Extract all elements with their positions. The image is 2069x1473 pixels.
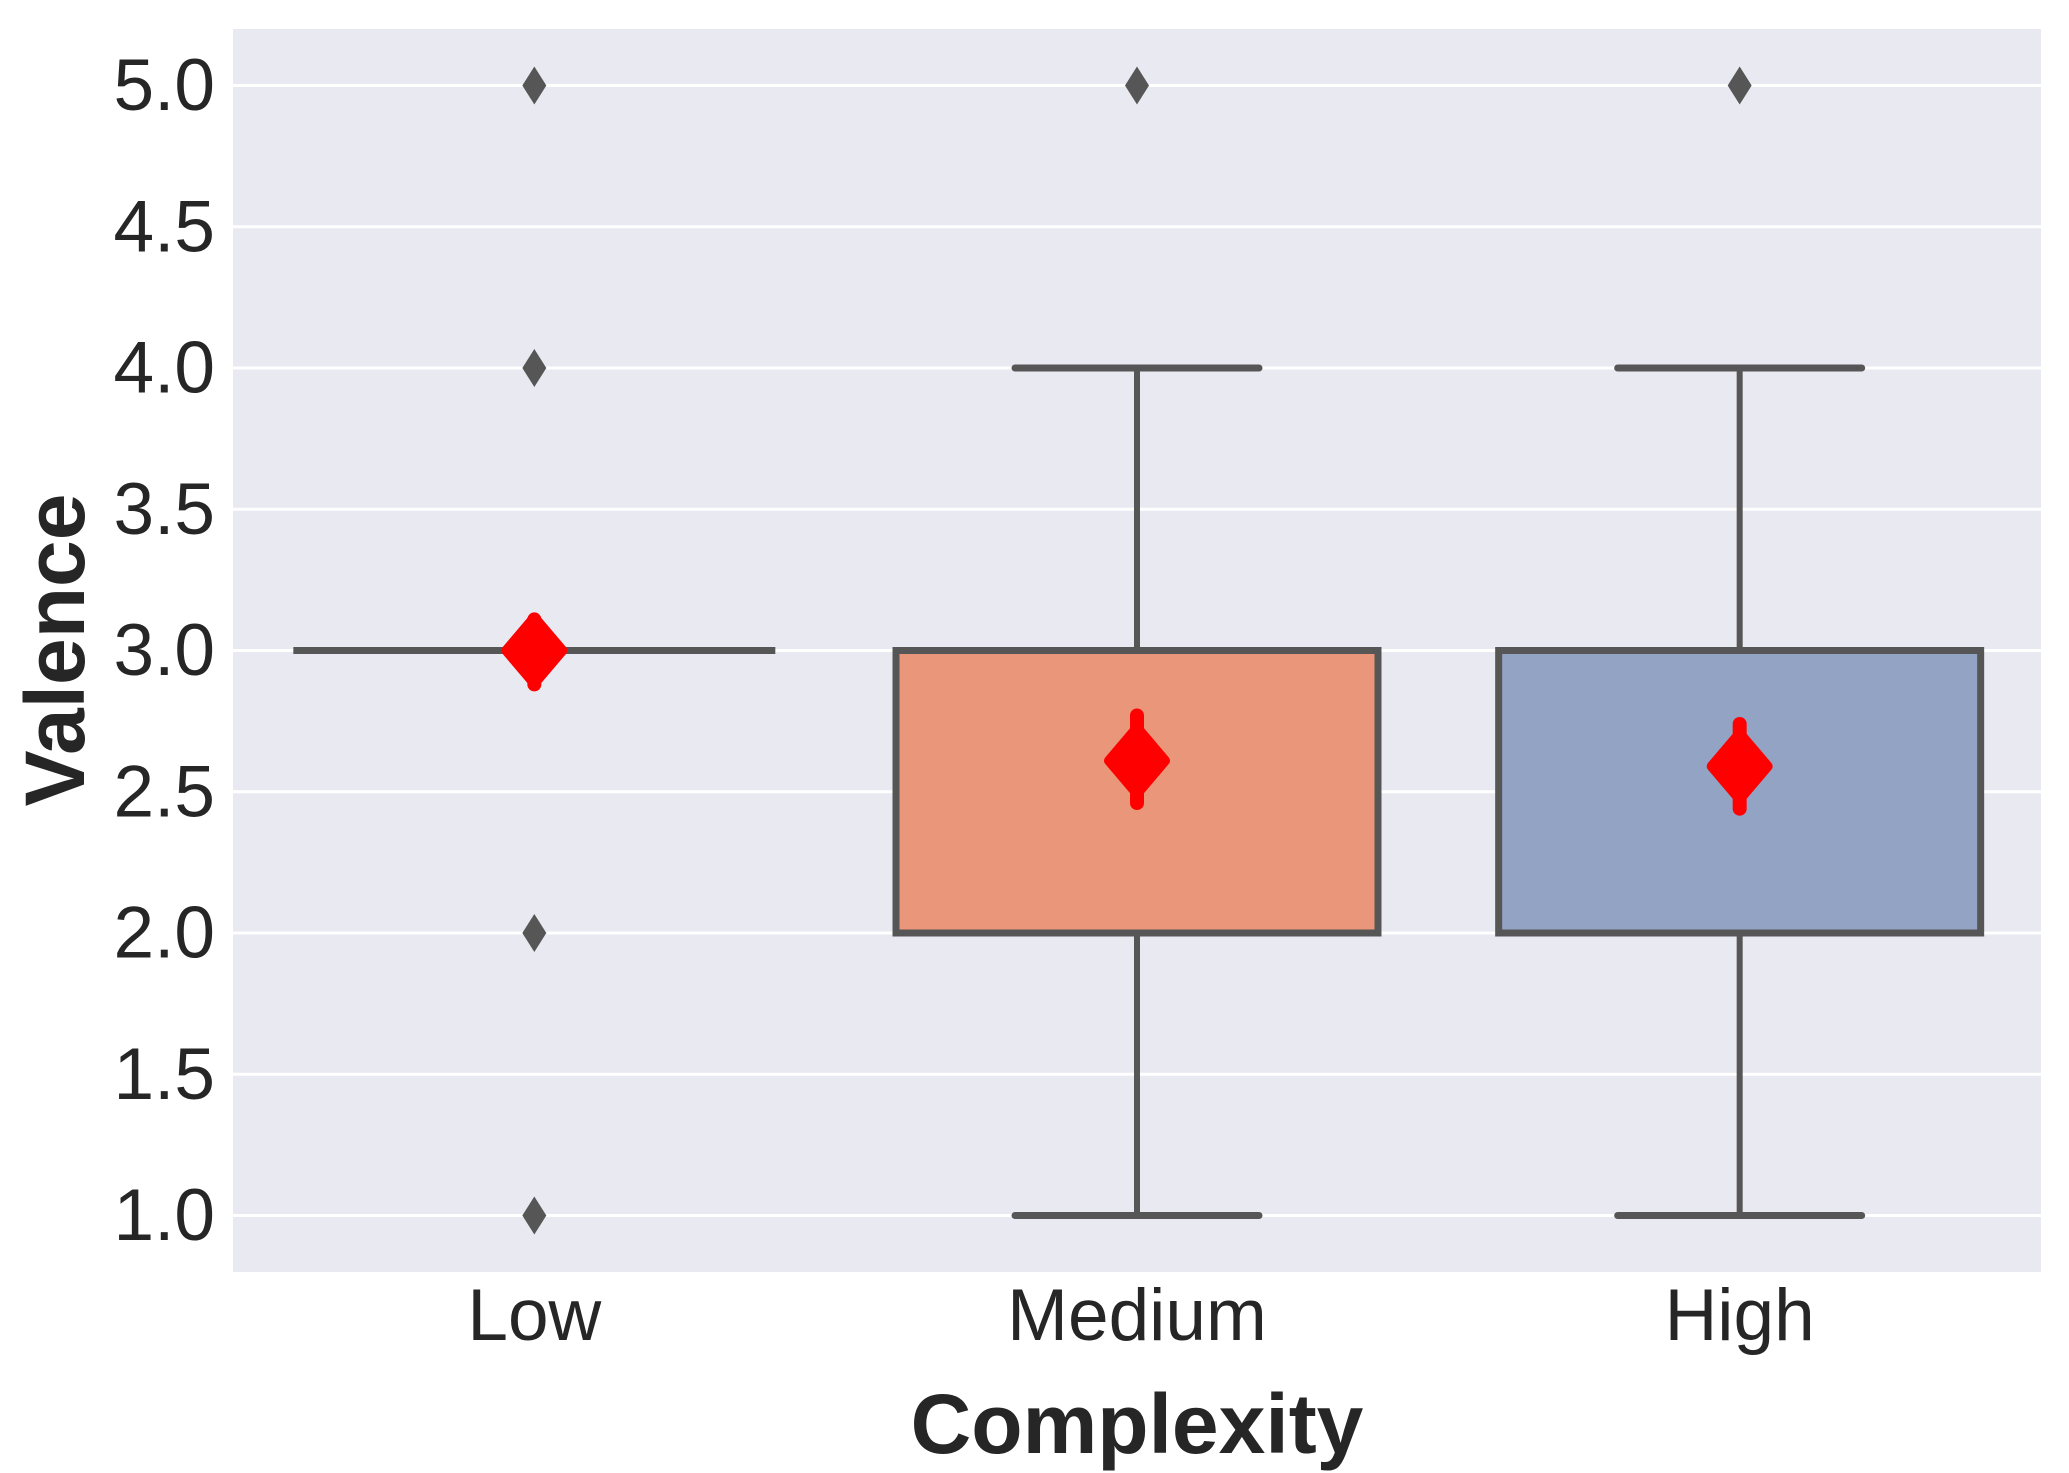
outlier-marker	[1125, 66, 1149, 105]
y-tick-label: 2.0	[114, 893, 215, 974]
x-tick-label: High	[1665, 1275, 1815, 1356]
y-tick-label: 2.5	[114, 751, 215, 832]
y-tick-label: 1.0	[114, 1175, 215, 1256]
outlier-marker	[522, 1196, 547, 1235]
y-tick-label: 4.5	[114, 186, 215, 267]
y-tick-label: 3.0	[114, 610, 215, 691]
y-axis-tick-labels: 1.0 1.5 2.0 2.5 3.0 3.5 4.0 4.5 5.0	[114, 45, 215, 1256]
outlier-marker	[522, 66, 547, 105]
y-tick-label: 4.0	[114, 328, 215, 409]
x-tick-label: Medium	[1007, 1275, 1267, 1356]
mean-diamond-marker	[1706, 728, 1773, 805]
box-group-high	[1495, 66, 1985, 1219]
y-tick-label: 5.0	[114, 45, 215, 126]
outlier-marker	[522, 914, 547, 952]
outlier-marker	[522, 349, 547, 387]
mean-diamond-marker	[501, 612, 568, 689]
outlier-marker	[1727, 66, 1752, 105]
x-tick-label: Low	[467, 1275, 601, 1356]
data-layer	[293, 66, 1985, 1235]
y-tick-label: 3.5	[114, 469, 215, 550]
x-axis-title: Complexity	[911, 1377, 1364, 1471]
box-group-medium	[892, 66, 1382, 1219]
x-axis-tick-labels: Low Medium High	[467, 1275, 1814, 1356]
box-group-low	[293, 66, 776, 1235]
y-tick-label: 1.5	[114, 1034, 215, 1115]
y-axis-title: Valence	[8, 494, 102, 807]
mean-diamond-marker	[1104, 722, 1170, 799]
